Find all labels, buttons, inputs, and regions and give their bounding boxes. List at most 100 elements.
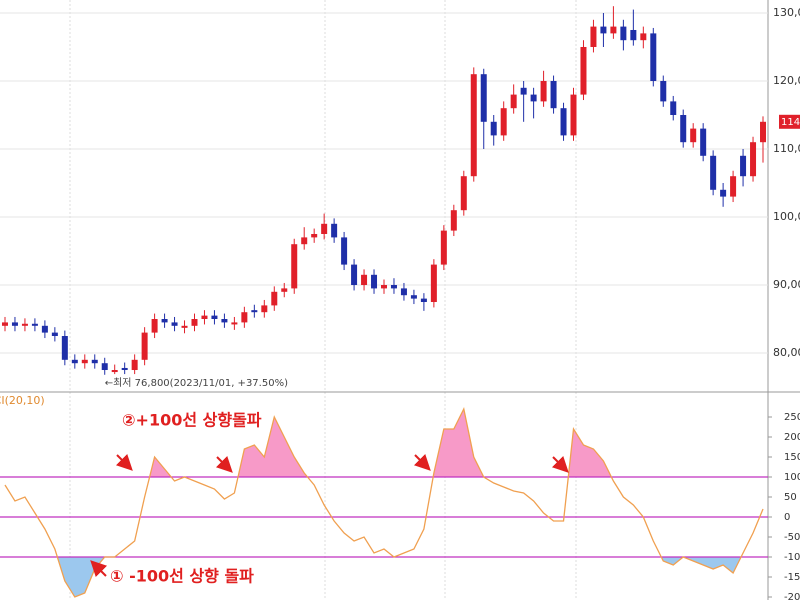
- y-tick-label: 50: [784, 492, 797, 503]
- candle-body: [480, 74, 487, 122]
- candle-body: [450, 210, 457, 231]
- candle-body: [121, 367, 128, 371]
- candle-body: [361, 274, 368, 286]
- candle-body: [390, 285, 397, 289]
- candle-body: [430, 264, 437, 303]
- candle-body: [321, 223, 328, 234]
- overbought-area: [4, 409, 764, 477]
- arrow: [215, 455, 233, 473]
- annotation: ① -100선 상향 돌파: [110, 567, 254, 586]
- candle-body: [21, 323, 28, 326]
- candle-body: [760, 121, 767, 143]
- candle-body: [540, 80, 547, 102]
- candle-body: [141, 332, 148, 360]
- candle-body: [590, 26, 597, 47]
- candle-body: [291, 244, 298, 289]
- indicator-title: CCI(20,10): [0, 394, 45, 407]
- candle-body: [171, 322, 178, 326]
- y-tick-label: -50: [784, 532, 800, 543]
- candle-body: [420, 298, 427, 303]
- candle-body: [81, 359, 88, 364]
- candle-body: [560, 108, 567, 136]
- candle-body: [151, 319, 158, 333]
- candle-body: [221, 319, 228, 323]
- y-tick-label: 130,000: [773, 6, 800, 19]
- candle-body: [261, 305, 268, 313]
- price-tag-box: [779, 114, 800, 129]
- candle-body: [131, 359, 138, 371]
- candle-body: [530, 94, 537, 102]
- candle-body: [191, 319, 198, 326]
- arrow: [413, 453, 431, 471]
- candle-body: [700, 128, 707, 156]
- candle-body: [620, 26, 627, 41]
- y-tick-label: 250: [784, 412, 800, 423]
- candle-body: [11, 322, 18, 326]
- candle-body: [610, 26, 617, 34]
- candle-body: [680, 114, 687, 143]
- candle-body: [510, 94, 517, 109]
- candle-body: [231, 322, 238, 325]
- y-tick-label: 100: [784, 472, 800, 483]
- candle-body: [251, 310, 258, 313]
- y-tick-label: 110,000: [773, 142, 800, 155]
- y-tick-label: -100: [784, 552, 800, 563]
- candle-body: [211, 315, 218, 320]
- candle-body: [71, 359, 78, 364]
- candle-body: [241, 312, 248, 323]
- y-tick-label: 200: [784, 432, 800, 443]
- candle-body: [690, 128, 697, 143]
- candle-body: [470, 74, 477, 177]
- candle-body: [181, 325, 188, 328]
- candle-body: [550, 80, 557, 109]
- candle-body: [201, 315, 208, 320]
- candle-body: [490, 121, 497, 136]
- candle-body: [740, 155, 747, 177]
- candle-body: [650, 33, 657, 81]
- candle-body: [580, 46, 587, 95]
- candle-body: [730, 176, 737, 197]
- arrow: [90, 560, 108, 578]
- y-tick-label: -150: [784, 572, 800, 583]
- annotation-arrows: [90, 453, 569, 578]
- candle-body: [1, 322, 8, 326]
- candle-body: [311, 234, 318, 238]
- cci-line: [4, 407, 764, 598]
- candle-body: [440, 230, 447, 265]
- candle-body: [570, 94, 577, 136]
- candle-body: [61, 336, 68, 360]
- candle-body: [600, 26, 607, 34]
- candle-body: [331, 223, 338, 238]
- candle-body: [301, 237, 308, 245]
- candle-body: [51, 332, 58, 337]
- candle-body: [91, 359, 98, 364]
- candle-body: [351, 264, 358, 286]
- candle-body: [670, 101, 677, 115]
- low-annotation: ←최저 76,800(2023/11/01, +37.50%): [105, 377, 288, 389]
- y-tick-label: 100,000: [773, 210, 800, 223]
- y-tick-label: 80,000: [773, 346, 800, 359]
- annotation: ②+100선 상향돌파: [122, 411, 262, 430]
- y-tick-label: 150: [784, 452, 800, 463]
- candle-body: [101, 363, 108, 371]
- candle-body: [520, 87, 527, 95]
- candle-body: [281, 288, 288, 292]
- candle-body: [640, 33, 647, 41]
- arrow: [115, 453, 133, 471]
- candle-body: [720, 189, 727, 197]
- price-tag: 114,000: [781, 117, 800, 128]
- candle-body: [750, 142, 757, 177]
- candle-body: [500, 108, 507, 136]
- candle-body: [371, 274, 378, 289]
- candle-body: [410, 295, 417, 299]
- y-tick-label: 0: [784, 512, 790, 523]
- candle-body: [161, 319, 168, 323]
- candle-body: [400, 288, 407, 296]
- candle-body: [271, 291, 278, 306]
- candle-body: [31, 323, 38, 326]
- candle-body: [341, 237, 348, 265]
- oversold-area: [4, 557, 764, 597]
- candle-body: [660, 80, 667, 102]
